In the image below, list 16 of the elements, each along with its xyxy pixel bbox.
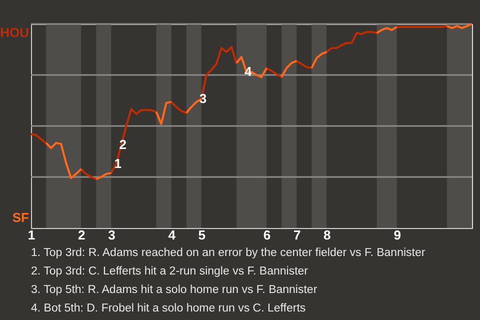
- x-tick-label: 4: [168, 228, 176, 242]
- text: SF: [12, 210, 30, 225]
- x-tick-label: 6: [263, 228, 271, 242]
- x-tick-label: 5: [198, 228, 206, 242]
- text: 4. Bot 5th: D. Frobel hit a solo home run vs C. Lefferts: [31, 302, 306, 314]
- text: 2. Top 3rd: C. Lefferts hit a 2-run single vs F. Bannister: [31, 266, 308, 278]
- x-tick-label: 8: [324, 228, 331, 242]
- annotation: 3: [199, 91, 207, 106]
- x-tick-label: 7: [293, 228, 301, 242]
- text: 3. Top 5th: R. Adams hit a solo home run vs F. Bannister: [31, 284, 318, 296]
- text: HOU: [0, 25, 29, 40]
- x-tick-label: 2: [78, 228, 86, 242]
- x-tick-label: 9: [394, 228, 401, 242]
- x-tick-label: 1: [28, 228, 36, 242]
- x-tick-label: 3: [108, 228, 116, 242]
- text: 1. Top 3rd: R. Adams reached on an error by the center fielder vs F. Bannister: [31, 247, 426, 259]
